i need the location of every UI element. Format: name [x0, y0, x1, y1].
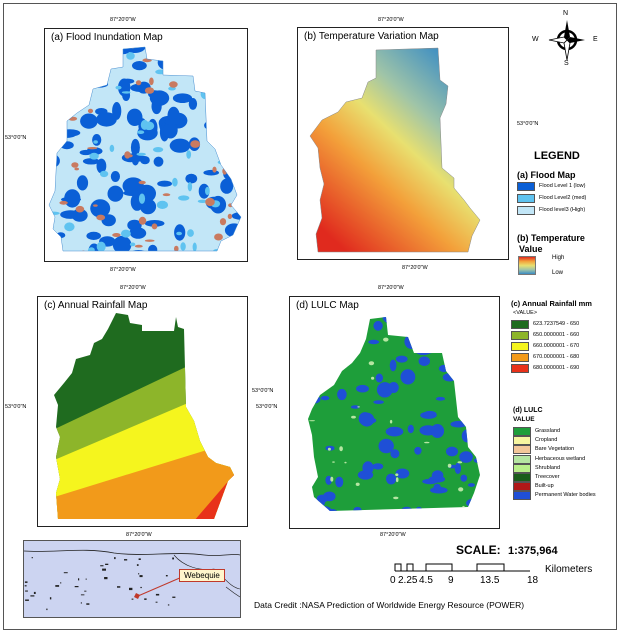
north-label: N [563, 10, 569, 17]
scale-tick: 13.5 [480, 575, 500, 586]
lulc-legend-swatch [513, 491, 531, 501]
scale-tick: 4.5 [419, 575, 433, 586]
temperature-color-ramp [518, 256, 536, 275]
rainfall-legend-label: 660.0000001 - 670 [533, 343, 580, 349]
lulc-legend-swatch [513, 473, 531, 482]
temp-bottom-lon: 87°20'0"W [402, 265, 428, 271]
temperature-low-label: Low [552, 270, 564, 276]
rainfall-legend-label: 670.0000001 - 680 [533, 354, 580, 360]
rain-right-lat: 53°0'0"N [252, 388, 274, 394]
rainfall-map-title: (c) Annual Rainfall Map [44, 300, 148, 311]
lulc-left-lat: 53°0'0"N [256, 404, 278, 410]
data-credit: Data Credit :NASA Prediction of Worldwid… [254, 600, 525, 610]
south-label: S [564, 60, 569, 67]
temperature-map-title: (b) Temperature Variation Map [304, 31, 439, 42]
flood-map-title: (a) Flood Inundation Map [51, 32, 163, 43]
rainfall-legend-swatch [511, 331, 529, 340]
temperature-high-label: High [552, 255, 565, 261]
flood-legend-label: Flood Level2 (med) [539, 195, 587, 201]
lulc-map-title: (d) LULC Map [296, 300, 359, 311]
annual-rainfall-map: (c) Annual Rainfall Map [37, 296, 248, 527]
flood-legend-swatch [517, 194, 535, 203]
lulc-legend-swatch [513, 454, 531, 464]
map-layout-frame [3, 3, 617, 630]
flood-inundation-map: (a) Flood Inundation Map [44, 28, 248, 262]
flood-map-body [48, 46, 242, 252]
lulc-legend-swatch [513, 445, 531, 455]
scale-tick: 18 [527, 575, 539, 586]
lulc-legend-heading: (d) LULC [513, 407, 543, 414]
lulc-legend-subheading: VALUE [513, 416, 535, 423]
lulc-legend-label: Built-up [535, 483, 554, 490]
flood-legend-heading: (a) Flood Map [517, 170, 576, 180]
flood-left-lat: 53°0'0"N [5, 135, 27, 141]
webequie-label: Webequie [184, 571, 220, 580]
temperature-variation-map: (b) Temperature Variation Map [297, 27, 509, 260]
rainfall-legend-label: 623.7237549 - 650 [533, 321, 580, 327]
temperature-legend-subheading: Value [519, 244, 543, 254]
rain-bottom-lon: 87°20'0"W [126, 532, 152, 538]
temperature-legend-heading: (b) Temperature [517, 233, 585, 243]
scale-bar [392, 560, 552, 582]
lulc-legend-label: Grassland [535, 428, 561, 434]
lulc-legend-label: Treecover [535, 474, 560, 480]
lulc-top-lon: 87°20'0"W [378, 285, 404, 291]
rainfall-legend-swatch [511, 364, 529, 373]
flood-legend-label: Flood level3 (High) [539, 207, 586, 213]
scale-ratio: 1:375,964 [508, 545, 558, 557]
scale-units: Kilometers [545, 564, 593, 575]
west-label: W [532, 36, 539, 43]
north-arrow: N S W E [532, 10, 598, 68]
webequie-callout: Webequie [179, 569, 225, 582]
lulc-legend-label: Shrubland [535, 464, 561, 471]
east-label: E [593, 36, 598, 43]
lulc-map-body [308, 317, 480, 511]
rain-top-lon: 87°20'0"W [120, 285, 146, 291]
legend-title: LEGEND [534, 150, 580, 162]
scale-prefix: SCALE: [456, 543, 501, 557]
rainfall-legend-heading: (c) Annual Rainfall mm [511, 299, 592, 308]
lulc-map: (d) LULC Map [289, 296, 500, 529]
rainfall-legend-swatch [511, 353, 529, 362]
rainfall-legend-swatch [511, 342, 529, 351]
lulc-bottom-lon: 87°20'0"W [380, 532, 406, 538]
webequie-marker [134, 593, 140, 599]
scale-tick: 9 [448, 575, 454, 586]
flood-bottom-lon: 87°20'0"W [110, 267, 136, 273]
lulc-legend-label: Cropland [535, 437, 558, 444]
rainfall-legend-subheading: <VALUE> [513, 310, 538, 316]
flood-legend-swatch [517, 182, 535, 191]
scale-label: SCALE: 1:375,964 [456, 543, 558, 557]
lulc-legend-label: Bare Vegetation [535, 446, 575, 453]
flood-top-lon: 87°20'0"W [110, 17, 136, 23]
lulc-legend-swatch [513, 436, 531, 446]
locator-inset-map: Webequie [23, 540, 241, 618]
scale-tick: 0 [390, 575, 396, 586]
lulc-legend-label: Permanent Water bodies [535, 492, 596, 499]
lulc-legend-swatch [513, 482, 531, 492]
rain-left-lat: 53°0'0"N [5, 404, 27, 410]
flood-legend-label: Flood Level 1 (low) [539, 183, 586, 189]
rainfall-legend-label: 650.0000001 - 660 [533, 332, 580, 338]
flood-legend-swatch [517, 206, 535, 215]
temp-right-lat: 53°0'0"N [517, 121, 539, 127]
rainfall-map-body [54, 313, 234, 519]
rainfall-legend-label: 680.0000001 - 690 [533, 365, 580, 371]
lulc-legend-swatch [513, 427, 531, 436]
rainfall-legend-swatch [511, 320, 529, 329]
temp-top-lon: 87°20'0"W [378, 17, 404, 23]
temperature-map-body [309, 47, 481, 253]
scale-tick: 2.25 [398, 575, 418, 586]
lulc-legend-swatch [513, 463, 531, 473]
lulc-legend-label: Herbaceous wetland [535, 455, 586, 462]
